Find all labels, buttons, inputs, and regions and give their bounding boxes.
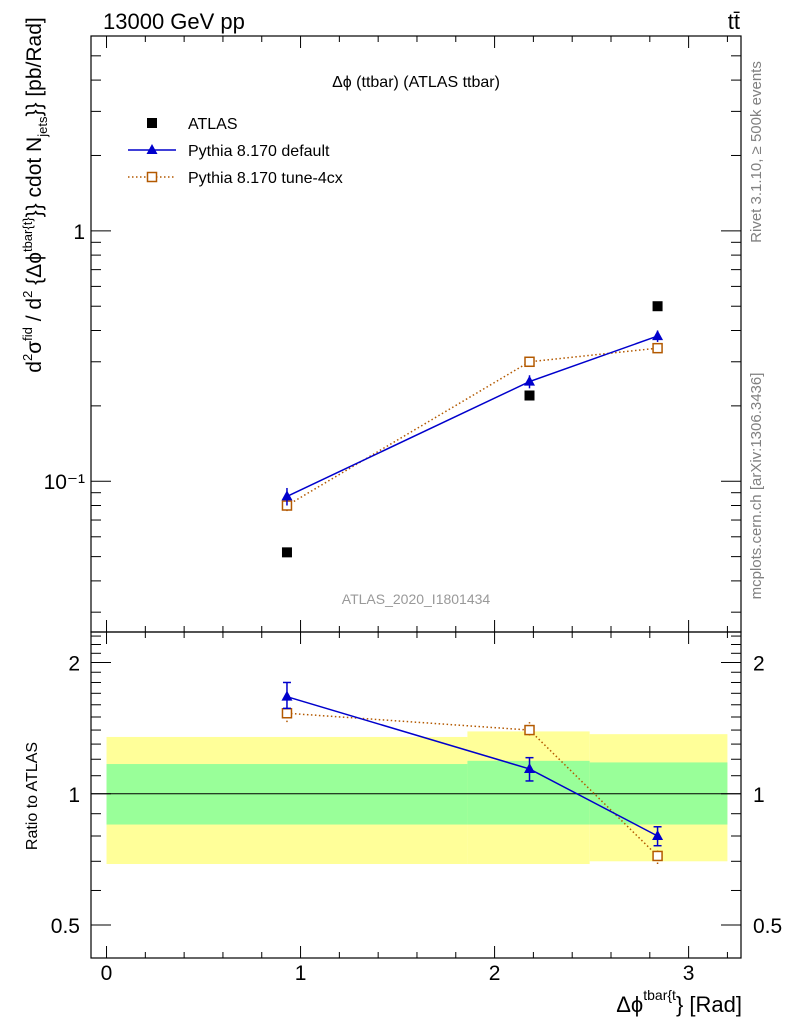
ratio-marker-default bbox=[281, 690, 293, 701]
marker-default bbox=[281, 490, 293, 501]
x-tick-label: 0 bbox=[101, 962, 113, 985]
legend-marker-tune bbox=[146, 171, 158, 183]
mcplots-label: mcplots.cern.ch [arXiv:1306.3436] bbox=[748, 373, 765, 600]
ratio-marker-tune bbox=[524, 724, 535, 736]
ratio-y-tick-label: 2 bbox=[68, 653, 80, 676]
main-y-tick-label: 1 bbox=[73, 221, 85, 244]
marker-atlas bbox=[281, 547, 292, 558]
ratio-panel: 0 1 2 3 0.5 0.5 1 1 2 2 bbox=[51, 631, 782, 985]
ratio-marker-tune bbox=[652, 850, 663, 862]
legend-marker-default bbox=[146, 144, 158, 154]
marker-tune bbox=[652, 342, 663, 354]
marker-default bbox=[524, 375, 536, 386]
x-tick-label: 3 bbox=[683, 962, 695, 985]
ratio-line-tune bbox=[286, 712, 659, 857]
ratio-y-tick-label-right: 0.5 bbox=[753, 915, 782, 938]
marker-tune bbox=[524, 356, 535, 368]
ratio-marker-tune bbox=[281, 707, 293, 719]
ratio-plot-frame bbox=[90, 631, 742, 959]
ratio-y-tick-label: 1 bbox=[68, 784, 80, 807]
ratio-marker-default bbox=[524, 762, 536, 773]
legend-label-tune: Pythia 8.170 tune-4cx bbox=[188, 170, 343, 187]
main-y-tick-label: 10⁻¹ bbox=[44, 471, 85, 494]
ratio-y-axis-label: Ratio to ATLAS bbox=[24, 742, 41, 850]
header-process: 13000 GeV pp bbox=[103, 9, 245, 34]
main-y-axis-label: d2σfid / d2 {Δϕtbar{t}}} cdot Njets}} [p… bbox=[20, 17, 50, 372]
marker-atlas bbox=[652, 301, 663, 312]
x-tick-label: 1 bbox=[295, 962, 307, 985]
ratio-marker-default bbox=[652, 830, 664, 841]
rivet-label: Rivet 3.1.10, ≥ 500k events bbox=[748, 61, 765, 243]
ratio-y-tick-label-right: 1 bbox=[753, 784, 765, 807]
x-tick-label: 2 bbox=[489, 962, 501, 985]
legend-marker-atlas bbox=[147, 118, 157, 128]
x-axis-label: Δϕtbar{t} [Rad] bbox=[616, 987, 742, 1017]
legend-label-default: Pythia 8.170 default bbox=[188, 143, 330, 160]
marker-default bbox=[652, 330, 664, 341]
analysis-watermark: ATLAS_2020_I1801434 bbox=[342, 591, 491, 607]
series-line-tune bbox=[286, 347, 658, 507]
legend: ATLAS Pythia 8.170 default Pythia 8.170 … bbox=[128, 116, 343, 187]
band-inner bbox=[106, 764, 468, 825]
header-final-state: tt̄ bbox=[728, 9, 740, 34]
main-plot-title: Δϕ (ttbar) (ATLAS ttbar) bbox=[332, 74, 500, 91]
marker-atlas bbox=[524, 390, 535, 401]
ratio-y-tick-label-right: 2 bbox=[753, 653, 765, 676]
legend-label-atlas: ATLAS bbox=[188, 116, 238, 133]
ratio-y-tick-label: 0.5 bbox=[51, 915, 80, 938]
